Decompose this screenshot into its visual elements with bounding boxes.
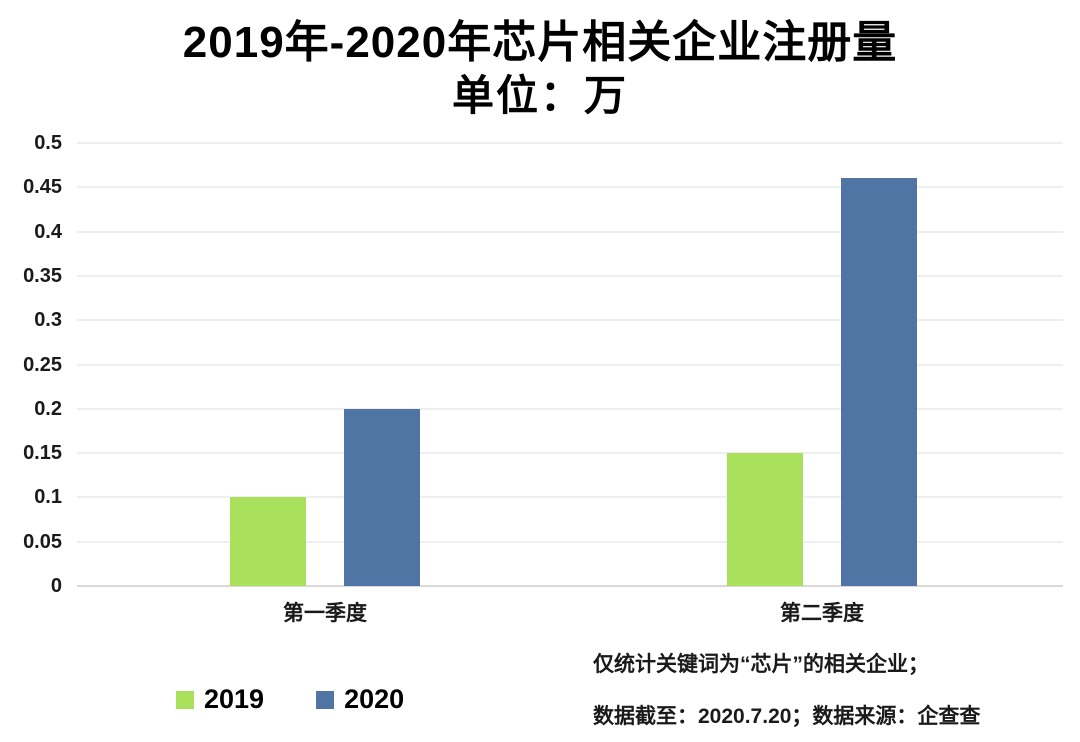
data-source-note: 仅统计关键词为“芯片”的相关企业； 数据截至：2020.7.20；数据来源：企查… <box>593 648 1063 734</box>
gridline-0.45 <box>77 186 1063 189</box>
gridline-0.05 <box>77 540 1063 543</box>
legend-item-2020: 2020 <box>316 684 404 715</box>
gridline-0.4 <box>77 230 1063 233</box>
gridline-0.1 <box>77 496 1063 499</box>
gridline-0.35 <box>77 274 1063 277</box>
y-tick-label-0.4: 0.4 <box>34 220 62 243</box>
x-category-label-第二季度: 第二季度 <box>780 602 864 625</box>
y-tick-label-0: 0 <box>50 575 62 597</box>
y-tick-label-0.15: 0.15 <box>23 442 62 465</box>
x-category-label-第一季度: 第一季度 <box>283 602 367 625</box>
y-tick-label-0.25: 0.25 <box>23 353 62 376</box>
bar-2019-第二季度 <box>727 453 803 586</box>
gridline-0.25 <box>77 363 1063 366</box>
y-tick-label-0.2: 0.2 <box>34 397 62 420</box>
y-tick-label-0.45: 0.45 <box>23 176 62 199</box>
bar-2020-第二季度 <box>841 178 917 586</box>
legend-item-2019: 2019 <box>176 684 264 715</box>
y-tick-label-0.3: 0.3 <box>34 309 62 332</box>
legend: 2019 2020 <box>176 684 404 715</box>
chart-title-line1: 2019年-2020年芯片相关企业注册量 <box>182 18 898 67</box>
gridline-0.15 <box>77 452 1063 455</box>
gridline-0.3 <box>77 319 1063 322</box>
footnote-line1: 仅统计关键词为“芯片”的相关企业； <box>593 653 929 676</box>
bar-2019-第一季度 <box>230 497 306 586</box>
gridline-0.2 <box>77 407 1063 410</box>
legend-swatch-2020 <box>316 690 335 709</box>
y-tick-label-0.5: 0.5 <box>34 132 62 154</box>
legend-label-2019: 2019 <box>204 684 265 714</box>
chart-title-unit-line: 单位：万 <box>451 72 628 119</box>
gridline-0.5 <box>77 142 1063 144</box>
legend-label-2020: 2020 <box>344 684 405 714</box>
y-tick-label-0.05: 0.05 <box>23 530 62 553</box>
footnote-line2: 数据截至：2020.7.20；数据来源：企查查 <box>593 705 981 728</box>
x-axis-baseline <box>77 585 1063 587</box>
y-tick-label-0.35: 0.35 <box>23 264 62 287</box>
bar-2020-第一季度 <box>344 408 420 586</box>
legend-swatch-2019 <box>176 690 194 709</box>
y-tick-label-0.1: 0.1 <box>34 486 62 509</box>
chart-title: 2019年-2020年芯片相关企业注册量 单位：万 <box>0 16 1080 122</box>
